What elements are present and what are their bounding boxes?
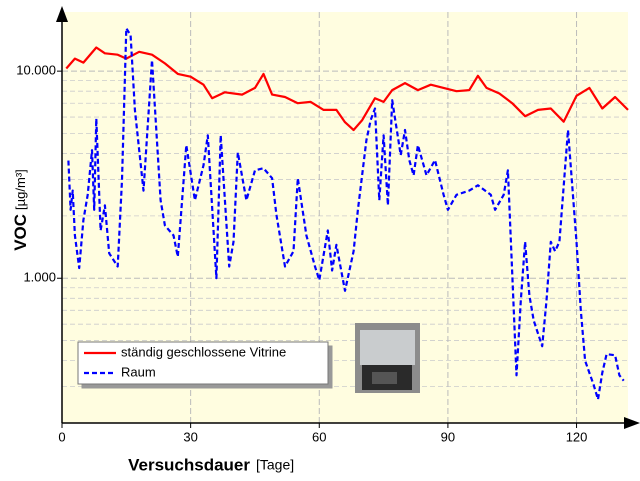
y-axis-arrow [56,6,68,22]
inset-photo [355,323,420,393]
y-tick-label: 10.000 [16,63,56,78]
y-axis-label: VOC [11,214,30,251]
x-tick-label: 90 [441,429,455,444]
x-axis-title: Versuchsdauer [128,455,250,474]
y-axis-title: VOC [µg/m³] [11,169,30,251]
x-tick-label: 30 [183,429,197,444]
y-tick-label: 1.000 [23,270,56,285]
x-axis-unit: [Tage] [256,457,294,473]
x-tick-label: 60 [312,429,326,444]
x-tick-label: 120 [566,429,588,444]
legend: ständig geschlossene Vitrine Raum [77,341,329,385]
legend-label: ständig geschlossene Vitrine [121,344,286,359]
series-line [67,27,625,401]
x-tick-label: 0 [58,429,65,444]
x-axis-arrow [624,417,640,429]
series-line [65,46,629,132]
y-axis-unit: [µg/m³] [13,169,28,210]
legend-label: Raum [121,364,156,379]
